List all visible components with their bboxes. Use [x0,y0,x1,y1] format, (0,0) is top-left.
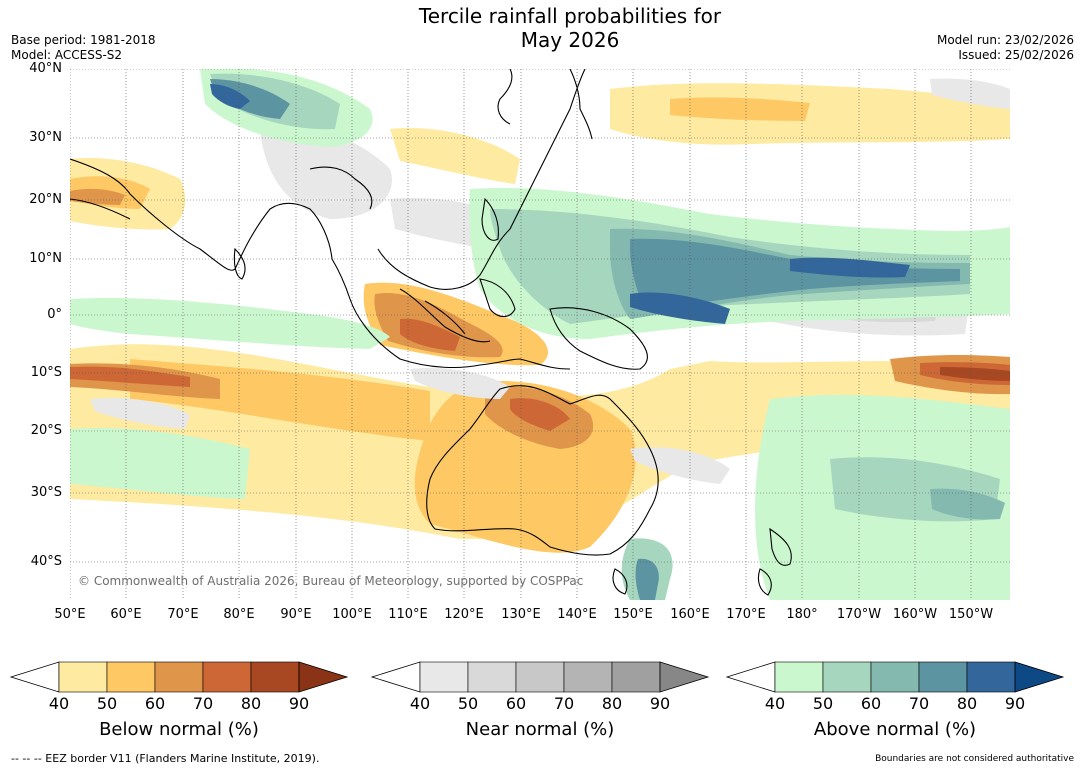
title-line-2: May 2026 [520,28,620,52]
colorbar-segment [966,661,1016,693]
colorbar-segment [563,661,613,693]
longitude-label: 70°E [167,607,199,622]
model-name: Model: ACCESS-S2 [11,48,123,62]
longitude-label: 130°E [501,607,541,622]
colorbar-tick-label: 40 [409,694,431,713]
latitude-label: 40°N [29,61,62,76]
latitude-label: 30°S [30,485,62,500]
latitude-label: 30°N [29,130,62,145]
latitude-label: 20°S [30,423,62,438]
colorbar-extend-low [725,661,776,693]
colorbar-segment [870,661,920,693]
colorbar-title: Below normal (%) [99,719,259,740]
model-run: Model run: 23/02/2026 [936,33,1074,47]
model-info: Base period: 1981-2018 Model: ACCESS-S2 [11,33,156,63]
colorbar-tick-label: 90 [649,694,671,713]
longitude-label: 160°W [892,607,938,622]
probability-map: © Commonwealth of Australia 2026, Bureau… [70,69,1010,600]
longitude-label: 160°E [670,607,710,622]
longitude-label: 90°E [280,607,312,622]
latitude-label: 10°S [30,365,62,380]
colorbar-tick-label: 40 [764,694,786,713]
colorbar-segment [58,661,108,693]
colorbar-tick-label: 80 [601,694,623,713]
colorbar-tick-label: 70 [192,694,214,713]
colorbar-segment [918,661,968,693]
colorbar-tick-label: 50 [812,694,834,713]
colorbar-segment [515,661,565,693]
colorbar-tick-label: 40 [48,694,70,713]
colorbar-tick-label: 90 [288,694,310,713]
map-title: Tercile rainfall probabilities for May 2… [0,4,1085,52]
colorbar-extend-high [1014,661,1065,693]
colorbar-tick-label: 50 [96,694,118,713]
above-normal-shading [70,69,1010,600]
colorbar [9,661,349,693]
colorbar-segment [419,661,469,693]
longitude-label: 60°E [110,607,142,622]
colorbar-tick-label: 70 [553,694,575,713]
longitude-label: 150°E [613,607,653,622]
latitude-label: 10°N [29,251,62,266]
copyright-notice: © Commonwealth of Australia 2026, Bureau… [78,574,584,588]
colorbar-title: Above normal (%) [813,719,977,740]
longitude-label: 180° [786,607,818,622]
colorbar-segment [774,661,824,693]
issued-date: Issued: 25/02/2026 [958,48,1074,62]
colorbar-segment [467,661,517,693]
colorbar [725,661,1065,693]
longitude-label: 50°E [54,607,86,622]
longitude-label: 170°E [726,607,766,622]
colorbar-segment [250,661,300,693]
colorbar-segment [106,661,156,693]
colorbar-tick-label: 60 [144,694,166,713]
colorbar-tick-label: 90 [1004,694,1026,713]
latitude-label: 20°N [29,192,62,207]
longitude-label: 80°E [223,607,255,622]
longitude-label: 170°W [836,607,882,622]
longitude-label: 100°E [332,607,372,622]
longitude-label: 140°E [557,607,597,622]
graticule [70,69,1010,600]
coastlines [70,69,792,596]
colorbar-segment [202,661,252,693]
colorbar-tick-label: 70 [908,694,930,713]
longitude-label: 110°E [388,607,428,622]
colorbar-segment [154,661,204,693]
colorbar-segment [822,661,872,693]
latitude-label: 0° [47,307,62,322]
eez-border-note: -- -- -- EEZ border V11 (Flanders Marine… [11,752,320,765]
colorbar-extend-high [659,661,710,693]
colorbar-tick-label: 60 [860,694,882,713]
map-canvas [70,69,1010,600]
run-info: Model run: 23/02/2026 Issued: 25/02/2026 [937,33,1074,63]
boundary-disclaimer: Boundaries are not considered authoritat… [875,754,1074,764]
base-period: Base period: 1981-2018 [11,33,156,47]
colorbar-extend-high [298,661,349,693]
title-line-1: Tercile rainfall probabilities for [418,4,722,28]
longitude-label: 120°E [444,607,484,622]
colorbar-tick-label: 60 [505,694,527,713]
longitude-label: 150°W [948,607,994,622]
colorbar-title: Near normal (%) [465,719,615,740]
colorbar-tick-label: 80 [956,694,978,713]
colorbar [370,661,710,693]
colorbar-tick-label: 50 [457,694,479,713]
latitude-label: 40°S [30,554,62,569]
colorbar-tick-label: 80 [240,694,262,713]
